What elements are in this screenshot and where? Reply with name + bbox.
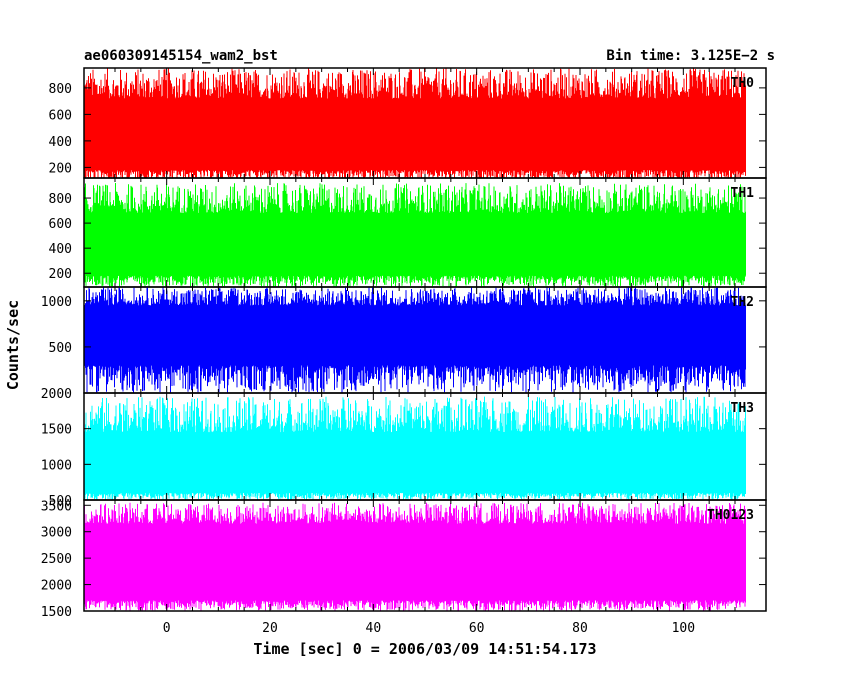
y-tick-label: 1000 xyxy=(41,458,72,473)
series-th0123 xyxy=(83,502,746,611)
panel-label-th2: TH2 xyxy=(731,295,754,310)
y-tick-label: 1500 xyxy=(41,605,72,620)
bin-time-label: Bin time: 3.125E−2 s xyxy=(606,48,775,64)
x-tick-label: 20 xyxy=(262,621,278,636)
y-tick-label: 200 xyxy=(49,267,72,282)
y-tick-label: 500 xyxy=(49,494,72,509)
y-axis-title: Counts/sec xyxy=(4,300,22,390)
panel-th0: TH0 200 400 600 800 xyxy=(49,67,767,179)
y-tick-label: 1000 xyxy=(41,295,72,310)
y-tick-label: 3500 xyxy=(41,499,72,514)
panels: TH0 200 400 600 800 TH1 200 400 600 800 TH2 500 1000… xyxy=(41,67,767,620)
panel-label-th1: TH1 xyxy=(731,186,755,201)
panel-th1: TH1 200 400 600 800 xyxy=(49,177,767,288)
panel-th2: TH2 500 1000 xyxy=(41,286,767,394)
x-tick-label: 0 xyxy=(163,621,171,636)
chart-title: ae060309145154_wam2_bst xyxy=(84,48,278,64)
panel-th3: TH3 500 1000 1500 2000 xyxy=(41,387,767,509)
y-tick-label: 400 xyxy=(49,135,72,150)
y-tick-label: 3000 xyxy=(41,526,72,541)
series-th2 xyxy=(83,287,746,393)
series-th0 xyxy=(83,68,746,178)
y-tick-label: 2000 xyxy=(41,579,72,594)
y-tick-label: 2000 xyxy=(41,387,72,402)
y-tick-label: 600 xyxy=(49,108,72,123)
y-tick-label: 200 xyxy=(49,161,72,176)
panel-label-th0: TH0 xyxy=(731,76,755,91)
panel-label-th0123: TH0123 xyxy=(707,508,754,523)
y-tick-label: 1500 xyxy=(41,423,72,438)
y-tick-label: 600 xyxy=(49,217,72,232)
x-axis: 0 20 40 60 80 100 xyxy=(163,621,695,636)
series-th3 xyxy=(83,396,746,500)
y-tick-label: 800 xyxy=(49,192,72,207)
y-tick-label: 500 xyxy=(49,341,72,356)
y-tick-label: 400 xyxy=(49,242,72,257)
x-tick-label: 60 xyxy=(469,621,485,636)
panel-th0123: TH0123 1500 2000 2500 3000 3500 xyxy=(41,499,767,620)
y-tick-label: 2500 xyxy=(41,552,72,567)
x-axis-title: Time [sec] 0 = 2006/03/09 14:51:54.173 xyxy=(253,640,596,658)
x-tick-label: 100 xyxy=(672,621,695,636)
panel-label-th3: TH3 xyxy=(731,401,754,416)
series-th1 xyxy=(83,183,746,287)
y-tick-label: 800 xyxy=(49,82,72,97)
x-tick-label: 40 xyxy=(366,621,382,636)
x-tick-label: 80 xyxy=(572,621,588,636)
